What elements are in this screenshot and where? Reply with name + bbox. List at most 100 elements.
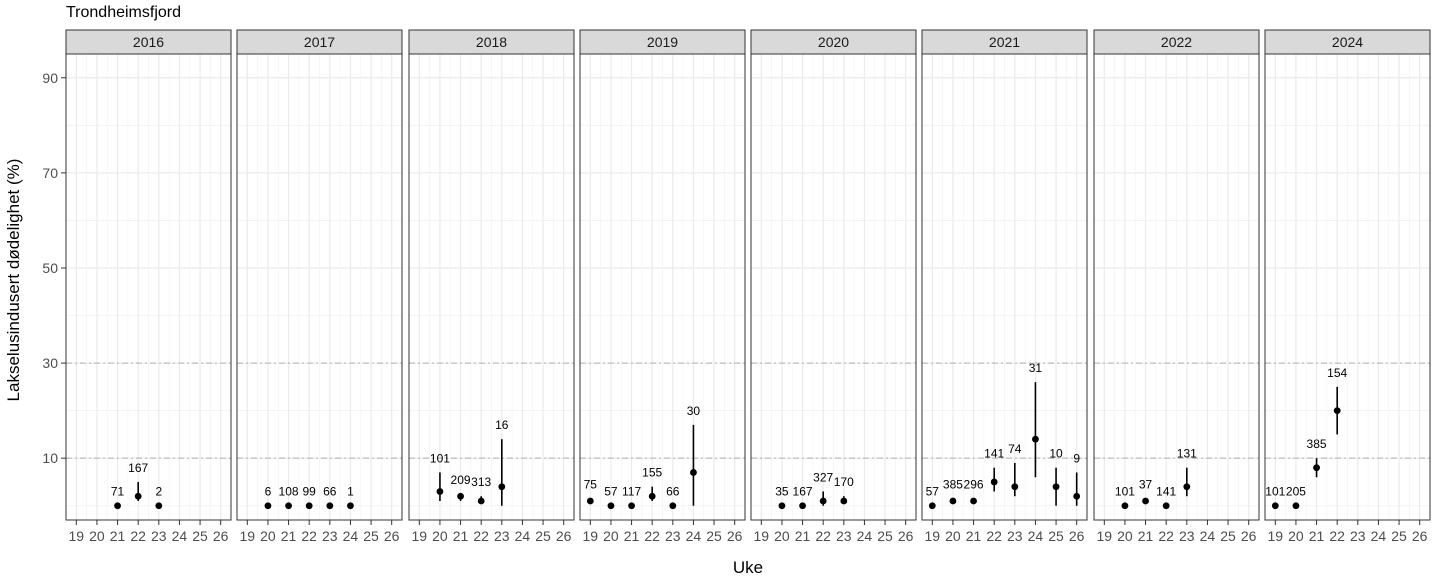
x-tick-label: 22	[644, 528, 660, 544]
data-point	[436, 488, 444, 495]
point-label: 385	[943, 478, 963, 492]
x-tick-label: 24	[686, 528, 702, 544]
x-tick-label: 21	[453, 528, 469, 544]
data-point	[1032, 435, 1039, 443]
x-tick-label: 25	[1391, 528, 1407, 544]
x-tick-label: 26	[727, 528, 743, 544]
panel-border	[65, 53, 232, 521]
data-point	[586, 497, 594, 505]
facet-strip-label: 2017	[304, 34, 335, 50]
data-point	[457, 492, 464, 500]
data-point	[1162, 502, 1170, 510]
data-point	[1011, 483, 1019, 491]
y-tick-label: 10	[42, 450, 58, 466]
point-label: 141	[984, 447, 1004, 461]
data-point	[498, 483, 506, 491]
data-point	[690, 469, 697, 476]
point-label: 99	[303, 485, 317, 499]
point-label: 154	[1327, 366, 1347, 380]
data-point	[1183, 483, 1191, 491]
point-label: 205	[1286, 485, 1306, 499]
point-label: 10	[1049, 447, 1063, 461]
x-tick-label: 26	[1069, 528, 1085, 544]
data-point	[928, 502, 936, 510]
point-label: 6	[265, 485, 272, 499]
x-tick-label: 24	[515, 528, 531, 544]
x-tick-label: 19	[925, 528, 941, 544]
x-tick-label: 21	[795, 528, 811, 544]
point-label: 71	[111, 485, 125, 499]
point-label: 31	[1029, 361, 1043, 375]
data-point	[1121, 502, 1129, 510]
point-label: 385	[1307, 437, 1327, 451]
facet-strip	[236, 29, 403, 55]
x-tick-label: 23	[322, 528, 338, 544]
panel-border	[1264, 53, 1431, 521]
data-point	[1271, 502, 1279, 510]
x-tick-label: 26	[898, 528, 914, 544]
x-tick-label: 26	[556, 528, 572, 544]
data-point	[285, 502, 292, 510]
point-label: 101	[1265, 485, 1285, 499]
point-label: 117	[622, 485, 641, 499]
x-tick-label: 25	[1220, 528, 1236, 544]
data-point	[1313, 464, 1320, 472]
panel-border	[408, 53, 575, 521]
x-tick-label: 19	[1268, 528, 1284, 544]
point-label: 1	[347, 485, 354, 499]
x-tick-label: 26	[384, 528, 400, 544]
x-tick-label: 25	[363, 528, 379, 544]
x-tick-label: 19	[1097, 528, 1113, 544]
data-point	[1292, 502, 1300, 510]
panel-border	[921, 53, 1088, 521]
point-label: 16	[495, 418, 509, 432]
x-tick-label: 24	[857, 528, 873, 544]
panel-border	[750, 53, 917, 521]
x-tick-label: 19	[754, 528, 770, 544]
x-tick-label: 21	[624, 528, 640, 544]
point-label: 57	[926, 485, 940, 499]
point-label: 101	[430, 451, 450, 465]
data-point	[970, 497, 977, 505]
facet-strip-label: 2016	[133, 34, 164, 50]
x-tick-label: 19	[240, 528, 256, 544]
x-tick-label: 19	[583, 528, 599, 544]
x-tick-label: 23	[1179, 528, 1195, 544]
x-tick-label: 21	[281, 528, 297, 544]
x-tick-label: 22	[1329, 528, 1345, 544]
y-tick-label: 90	[42, 70, 58, 86]
point-label: 167	[793, 485, 813, 499]
x-tick-label: 24	[172, 528, 188, 544]
facet-strip	[1093, 29, 1260, 55]
x-tick-label: 20	[1288, 528, 1304, 544]
facet-panel-2017: 2017 19 20 21 22 23 24 25 26 6 108 99 66 1	[236, 29, 403, 544]
x-tick-label: 22	[986, 528, 1002, 544]
data-point	[305, 502, 313, 510]
data-point	[347, 502, 354, 510]
point-label: 66	[666, 485, 680, 499]
point-label: 108	[279, 485, 299, 499]
y-tick-label: 50	[42, 260, 58, 276]
point-label: 131	[1177, 447, 1197, 461]
x-tick-label: 26	[213, 528, 229, 544]
x-tick-label: 19	[69, 528, 85, 544]
data-point	[949, 497, 957, 505]
facet-panel-2024: 2024 19 20 21 22 23 24 25 26 101 205 385 154	[1264, 29, 1431, 544]
x-tick-label: 24	[343, 528, 359, 544]
x-tick-label: 24	[1200, 528, 1216, 544]
x-tick-label: 24	[1028, 528, 1044, 544]
x-tick-label: 23	[836, 528, 852, 544]
x-tick-label: 22	[1158, 528, 1174, 544]
x-tick-label: 20	[1117, 528, 1133, 544]
point-label: 170	[834, 475, 854, 489]
data-point	[1052, 483, 1060, 491]
x-tick-label: 23	[665, 528, 681, 544]
x-tick-label: 20	[774, 528, 790, 544]
point-label: 167	[128, 461, 148, 475]
point-label: 101	[1115, 485, 1135, 499]
